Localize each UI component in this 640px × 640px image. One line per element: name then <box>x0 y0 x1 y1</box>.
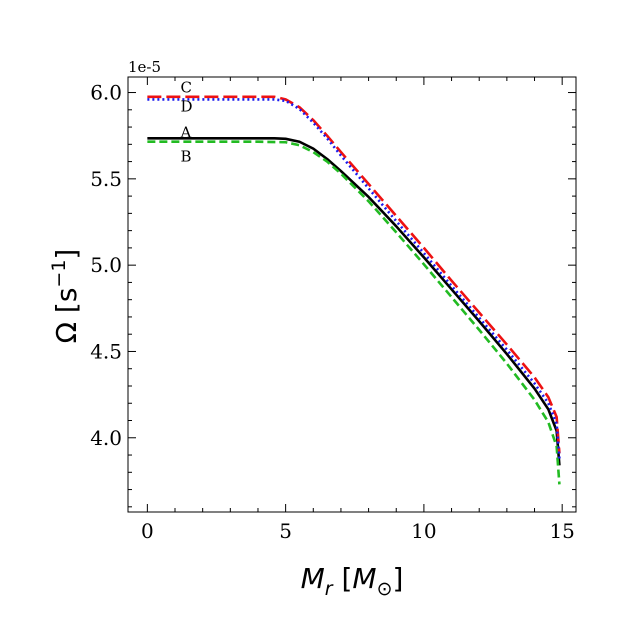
series-line-a <box>147 136 561 466</box>
y-axis-title-text: Ω [s−1] <box>48 249 83 344</box>
curve-label-d: D <box>181 98 193 116</box>
x-tick-label: 15 <box>549 519 574 543</box>
y-tick-label: 5.0 <box>90 253 122 277</box>
plot-area <box>147 95 561 485</box>
y-tick-label: 6.0 <box>90 81 122 105</box>
y-tick-label: 4.5 <box>90 339 122 363</box>
series-line-c <box>147 95 561 454</box>
x-tick-label: 10 <box>411 519 436 543</box>
y-tick-label: 4.0 <box>90 426 122 450</box>
x-tick-label: 5 <box>279 519 292 543</box>
series-line-d <box>147 98 561 459</box>
x-tick-label: 0 <box>141 519 154 543</box>
series-line-b <box>147 140 561 485</box>
curve-label-b: B <box>181 148 192 166</box>
y-axis-title: Ω [s−1] <box>48 249 83 344</box>
y-tick-label: 5.5 <box>90 167 122 191</box>
curve-label-a: A <box>180 123 192 141</box>
x-axis-title: Mr [M⊙] <box>301 562 404 600</box>
y-offset-label: 1e-5 <box>128 58 161 76</box>
curve-label-c: C <box>181 79 192 97</box>
axis-ticks: 0 5 10 15 4.0 4.5 5.0 5.5 6.0 <box>90 77 576 543</box>
axes-frame <box>127 76 577 513</box>
x-axis-title-text: Mr [M⊙] <box>301 562 404 600</box>
